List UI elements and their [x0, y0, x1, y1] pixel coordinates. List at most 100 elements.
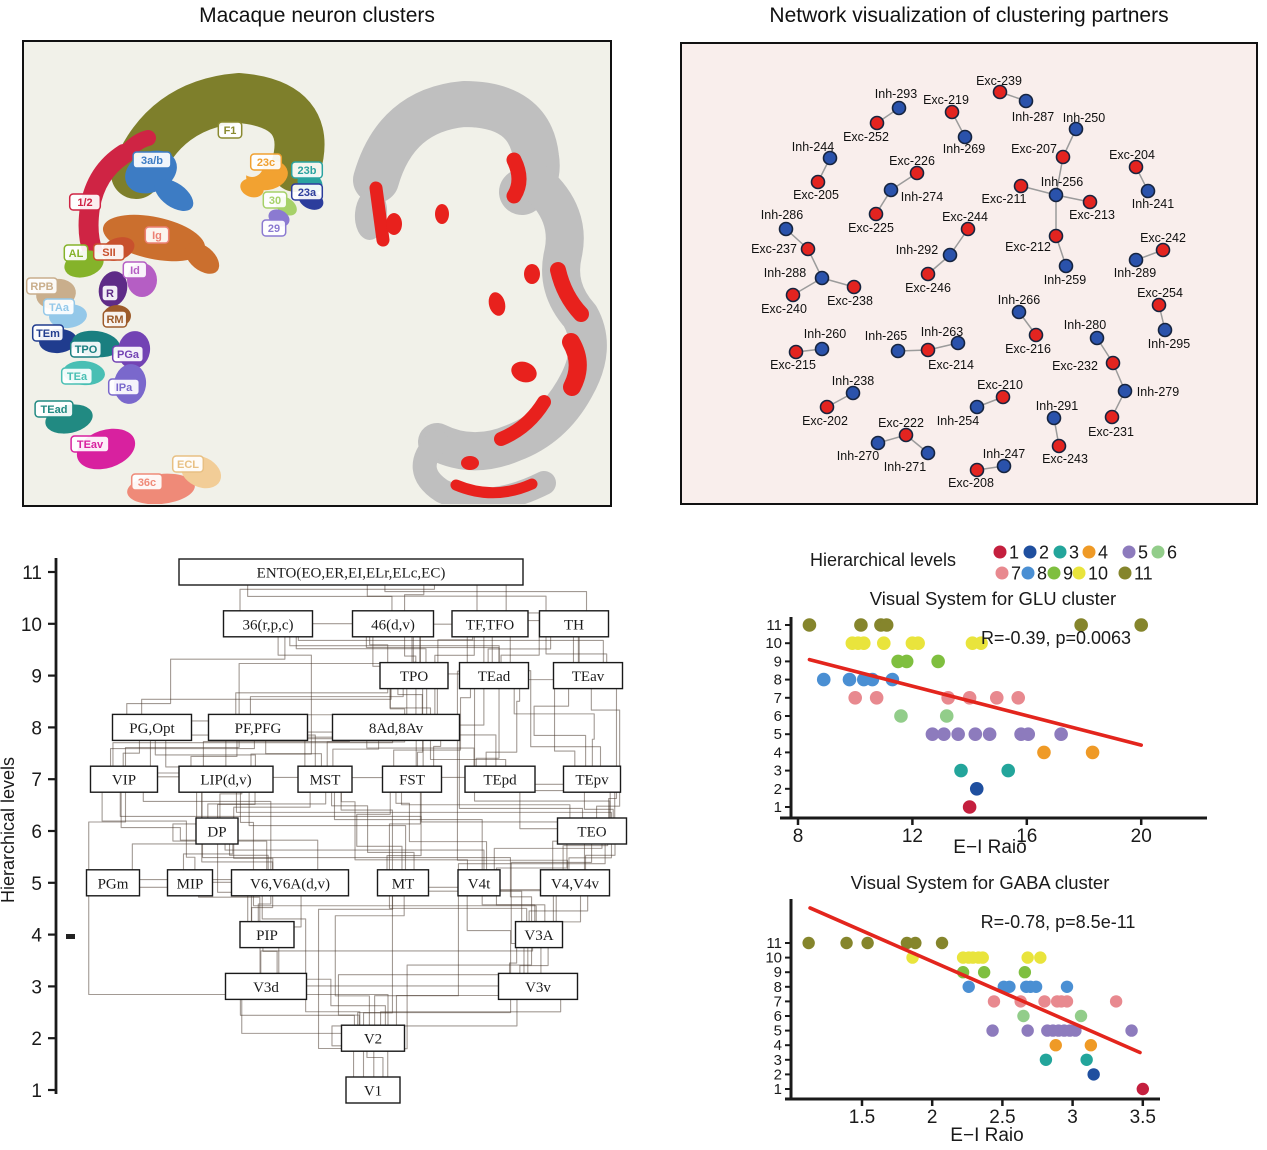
network-node-Inh-260 — [814, 341, 830, 357]
brain-label-text: 30 — [269, 195, 281, 207]
x-tick-label: 16 — [1016, 826, 1037, 847]
brain-red-cluster — [511, 361, 537, 383]
network-node-Inh-288 — [814, 270, 830, 286]
network-node-Exc-244 — [960, 221, 976, 237]
scatter-point-level-5 — [986, 1024, 999, 1037]
hierarchy-box-V3A: V3A — [514, 920, 564, 949]
brain-red-cluster — [524, 264, 540, 284]
hierarchy-y-tick-label: 8 — [31, 718, 42, 739]
brain-figure: F1 3a/b 23c 23b 23a 30 29 1/2 Ig AL SII Id RPB R TAa RM… — [25, 73, 607, 504]
network-node-Exc-254 — [1151, 297, 1167, 313]
network-node-label: Inh-247 — [983, 447, 1025, 461]
scatter-point-level-11 — [854, 618, 868, 632]
hierarchy-edge — [249, 688, 404, 715]
legend-dot-icon — [1023, 545, 1037, 559]
scatter-point-level-1 — [962, 800, 977, 814]
brain-red-cluster — [488, 292, 506, 316]
hierarchy-box-A36: 36(r,p,c) — [222, 610, 314, 638]
scatter-point-level-2 — [969, 782, 984, 796]
hierarchy-edge — [485, 688, 521, 767]
hierarchy-box-rect — [85, 869, 141, 897]
brain-region-label: TEm — [31, 324, 65, 342]
hierarchy-box-TEO: TEO — [556, 817, 628, 845]
x-axis-title: E−I Raio — [950, 1125, 1023, 1146]
legend-dot-icon — [1118, 566, 1132, 580]
network-node-label: Inh-256 — [1041, 175, 1083, 189]
brain-label-text: 3a/b — [141, 155, 163, 167]
scatter-point-level-7 — [1011, 691, 1026, 705]
network-node-Inh-247 — [996, 458, 1012, 474]
network-node-label: Inh-259 — [1044, 273, 1086, 287]
brain-label-pill — [249, 153, 283, 171]
hierarchy-stray-mark — [66, 934, 75, 939]
hierarchy-edge — [393, 688, 472, 767]
legend-item-level-2: 2 — [1023, 543, 1049, 563]
hierarchy-box-V1: V1 — [345, 1076, 401, 1104]
legend-dot-icon — [1072, 566, 1086, 580]
scatter-point-level-11 — [840, 936, 853, 950]
scatter-point-level-4 — [1049, 1039, 1062, 1052]
brain-label-pill — [60, 367, 94, 385]
hierarchy-box-rect — [239, 920, 295, 949]
x-tick-label: 20 — [1131, 826, 1152, 847]
network-node-label: Inh-269 — [943, 142, 985, 156]
network-node-Exc-202 — [819, 399, 835, 415]
scatter-point-level-5 — [982, 727, 997, 741]
hierarchy-box-label: V4,V4v — [551, 876, 599, 892]
hierarchy-edge — [228, 844, 269, 870]
x-axis-title: E−I Raio — [953, 837, 1026, 858]
hierarchy-edge — [493, 844, 603, 870]
brain-region-label: Ig — [144, 226, 170, 244]
hierarchy-box-TH: TH — [538, 610, 610, 638]
hierarchy-y-tick-label: 1 — [31, 1081, 42, 1102]
scatter-point-level-4 — [1084, 1039, 1098, 1052]
brain-label-text: 23c — [257, 157, 275, 169]
y-tick-label: 2 — [774, 1066, 782, 1083]
y-tick-label: 9 — [774, 653, 782, 670]
hierarchy-box-TFTFO: TF,TFO — [451, 610, 529, 638]
legend-item-label: 2 — [1039, 543, 1049, 563]
scatter-point-level-7 — [989, 691, 1004, 705]
hierarchy-edge — [261, 895, 361, 1026]
hierarchy-edge — [142, 792, 272, 922]
hierarchy-edge — [366, 740, 475, 767]
legend-item-level-3: 3 — [1053, 543, 1079, 563]
legend-dot-icon — [1122, 545, 1136, 559]
hierarchy-box-TEad: TEad — [458, 661, 530, 690]
legend-item-level-9: 9 — [1047, 564, 1073, 584]
brain-red-cluster — [386, 213, 402, 235]
hierarchy-y-axis-title: Hierarchical levels — [0, 757, 18, 903]
hierarchy-box-label: VIP — [112, 773, 136, 789]
network-node-Inh-265 — [890, 343, 906, 359]
hierarchy-edge — [247, 585, 393, 611]
hierarchy-box-rect — [222, 610, 314, 638]
hierarchy-box-rect — [376, 869, 430, 897]
hierarchy-box-FST: FST — [381, 765, 443, 793]
network-node-label: Inh-254 — [937, 414, 979, 428]
hierarchy-box-A46: 46(d,v) — [351, 610, 435, 638]
y-tick-label: 6 — [774, 1008, 782, 1025]
brain-label-text: TEav — [77, 439, 104, 451]
hierarchy-box-label: MIP — [177, 876, 204, 892]
brain-label-pill — [92, 243, 126, 261]
brain-label-pill — [70, 435, 110, 453]
network-node-Inh-238 — [845, 385, 861, 401]
brain-label-text: AL — [69, 248, 84, 260]
scatter-point-level-5 — [1021, 727, 1036, 741]
hierarchy-edges — [88, 584, 621, 1077]
scatter-title: Visual System for GABA cluster — [851, 872, 1110, 893]
hierarchy-box-rect — [89, 765, 159, 793]
hierarchy-box-rect — [207, 713, 309, 742]
hierarchy-edge — [458, 688, 584, 818]
scatter-point-level-3 — [1080, 1053, 1093, 1066]
network-node-label: Inh-293 — [875, 87, 917, 101]
legend-item-level-8: 8 — [1021, 564, 1047, 584]
legend-item-label: 8 — [1037, 564, 1047, 584]
hierarchy-box-rect — [381, 765, 443, 793]
hierarchy-edge — [365, 636, 500, 767]
hierarchy-box-label: TPO — [400, 669, 429, 685]
brain-region-label: R — [101, 284, 119, 302]
brain-region-label: 29 — [261, 219, 287, 237]
hierarchy-box-TEav: TEav — [552, 661, 624, 690]
